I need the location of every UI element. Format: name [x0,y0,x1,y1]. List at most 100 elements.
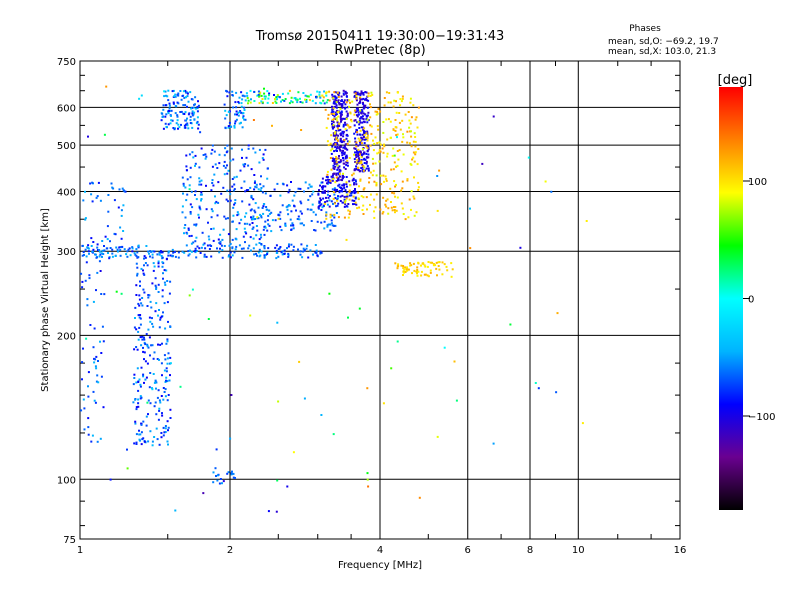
data-point [284,224,287,227]
data-point [346,193,349,196]
data-point [334,95,337,98]
data-point [357,197,360,200]
data-point [382,402,385,405]
data-point [401,180,404,183]
data-point [415,211,418,214]
data-point [91,181,94,184]
data-point [358,150,361,153]
data-point [166,399,169,402]
data-point [174,95,177,98]
data-point [164,327,167,330]
data-point [361,121,364,124]
data-point [258,95,261,98]
data-point [299,187,302,190]
data-point [229,256,232,259]
data-point [396,91,399,94]
data-point [413,197,416,200]
y-tick-label: 500 [57,141,76,152]
data-point [166,338,169,341]
data-point [344,189,347,192]
data-point [409,101,412,104]
data-point [301,222,304,225]
data-point [181,211,184,214]
data-point [359,96,362,99]
data-point [247,144,250,147]
data-point [240,218,243,221]
data-point [333,158,336,161]
data-point [95,256,98,259]
data-point [373,198,376,201]
data-point [227,126,230,129]
data-point [112,187,115,190]
data-point [88,277,91,280]
data-point [148,252,150,255]
data-point [322,99,325,102]
data-point [228,121,231,124]
data-point [360,90,363,93]
data-point [145,415,148,418]
data-point [147,296,150,299]
data-point [169,362,172,365]
data-point [333,150,336,153]
data-point [305,247,308,250]
data-point [216,247,218,250]
data-point [353,158,356,161]
data-point [379,208,382,211]
data-point [328,195,331,197]
data-point [182,192,184,195]
data-point [367,95,370,98]
data-point [139,383,142,386]
data-point [99,270,102,272]
data-point [149,402,152,405]
data-point [145,245,148,247]
data-point [366,99,368,102]
data-point [87,385,89,388]
data-point [326,170,329,173]
data-point [167,123,170,126]
data-point [339,159,342,162]
data-point [214,195,216,198]
data-point [151,250,154,253]
data-point [360,142,363,145]
data-point [350,120,353,123]
data-point [319,184,322,187]
data-point [373,142,376,145]
data-point [335,97,338,100]
data-point [269,194,272,197]
data-point [254,211,257,214]
data-point [186,232,189,235]
data-point [325,126,328,129]
data-point [312,190,315,193]
data-point [244,99,247,102]
data-point [344,203,347,206]
data-point [144,256,147,259]
data-point [145,333,148,336]
data-point [263,225,266,228]
data-point [140,267,143,270]
data-point [190,234,193,237]
data-point [329,180,332,182]
data-point [398,121,401,124]
data-point [341,190,344,193]
data-point [225,89,228,92]
data-point [143,264,145,267]
data-point [158,251,161,254]
data-point [300,212,303,215]
data-point [534,382,537,384]
data-point [139,385,142,388]
data-point [345,129,348,132]
data-point [345,238,348,241]
data-point [307,95,310,98]
data-point [191,110,194,113]
data-point [451,268,454,271]
data-point [362,133,364,136]
data-point [335,133,338,136]
data-point [97,360,99,362]
data-point [443,263,446,266]
data-point [344,106,347,109]
data-point [365,117,368,120]
data-point [252,226,255,229]
data-point [136,251,139,254]
data-point [210,189,213,192]
data-point [159,401,162,404]
